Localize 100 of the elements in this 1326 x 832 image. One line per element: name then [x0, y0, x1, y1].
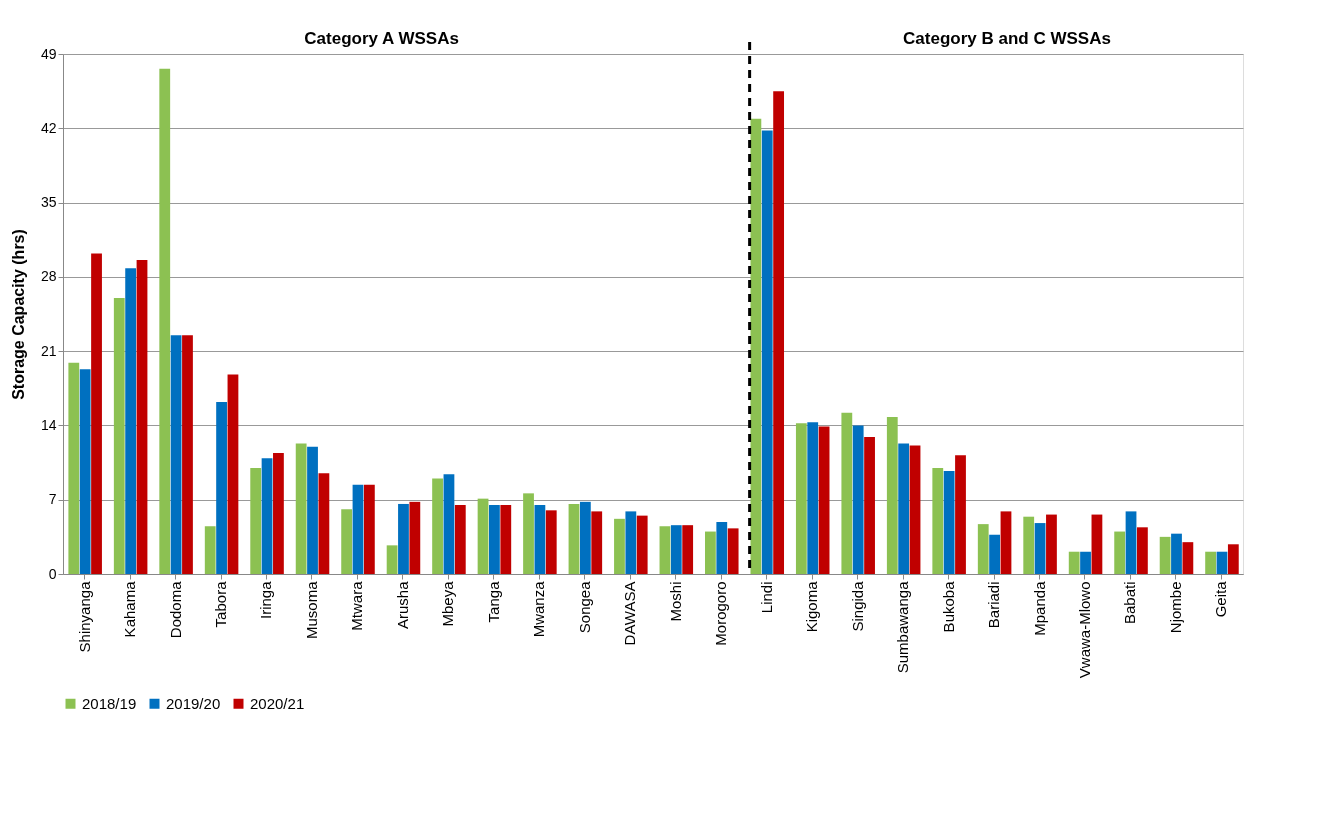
- x-tick-label: Mpanda: [1030, 580, 1048, 636]
- x-tick-label: Bariadi: [985, 581, 1003, 629]
- bar: [727, 528, 739, 574]
- legend-label: 2018/19: [82, 694, 137, 712]
- bar: [750, 118, 762, 574]
- y-tick-label: 35: [40, 194, 57, 211]
- bar: [409, 501, 421, 574]
- bar: [363, 484, 375, 574]
- x-tick-label: Mbeya: [439, 580, 457, 627]
- bar: [864, 437, 875, 574]
- bar: [932, 467, 944, 574]
- bar: [670, 525, 682, 574]
- bar: [1125, 511, 1137, 574]
- bar: [1068, 551, 1080, 574]
- x-tick-label: Vwawa-Mlowo: [1075, 581, 1093, 679]
- bar: [352, 484, 364, 574]
- bar: [659, 526, 671, 574]
- x-tick-label: Iringa: [257, 580, 275, 620]
- bar: [79, 369, 91, 574]
- legend-label: 2019/20: [166, 694, 221, 712]
- bar: [989, 534, 1001, 574]
- bar: [1080, 551, 1091, 574]
- bar: [568, 503, 580, 574]
- bar: [204, 526, 216, 574]
- bar: [636, 515, 648, 574]
- y-tick-label: 49: [40, 45, 57, 62]
- bar: [136, 259, 148, 574]
- x-tick-label: Kahama: [121, 580, 139, 638]
- bar: [1171, 533, 1182, 574]
- bar: [795, 423, 807, 574]
- bar: [534, 505, 546, 574]
- x-tick-label: Tanga: [484, 580, 502, 623]
- bar: [682, 525, 694, 574]
- bar: [591, 511, 603, 574]
- bar: [386, 545, 398, 574]
- bar: [341, 509, 353, 574]
- bar: [398, 503, 409, 574]
- bar: [1091, 514, 1103, 574]
- bar: [545, 510, 557, 574]
- bar: [852, 425, 864, 574]
- y-tick-label: 28: [40, 268, 57, 285]
- bar: [716, 522, 728, 574]
- x-tick-label: Arusha: [393, 580, 411, 630]
- x-tick-label: Kigoma: [803, 580, 821, 633]
- bar: [523, 493, 534, 574]
- x-tick-label: Dodoma: [166, 580, 184, 639]
- bar: [261, 458, 273, 574]
- bar: [113, 298, 125, 574]
- x-tick-label: Njombe: [1166, 581, 1184, 634]
- x-tick-label: Mtwara: [348, 580, 366, 631]
- y-tick-label: 14: [40, 416, 57, 433]
- y-tick-label: 21: [40, 342, 57, 359]
- x-tick-label: DAWASA: [621, 581, 639, 646]
- bar: [579, 501, 591, 574]
- bar: [443, 474, 455, 574]
- bar: [500, 505, 512, 574]
- bar: [1159, 536, 1171, 574]
- bar: [432, 478, 443, 574]
- bar: [841, 412, 853, 574]
- bar: [818, 426, 830, 574]
- y-tick-label: 42: [40, 119, 57, 136]
- x-tick-label: Songea: [575, 580, 593, 634]
- x-tick-label: Lindi: [757, 581, 775, 614]
- text: Category A WSSAs: [304, 29, 459, 48]
- bar: [898, 443, 910, 574]
- y-tick-label: 0: [48, 565, 57, 582]
- bar: [955, 455, 966, 574]
- bar: [1227, 544, 1239, 574]
- bar: [477, 498, 489, 574]
- bar: [625, 511, 637, 574]
- bar: [91, 253, 102, 574]
- bar: [705, 531, 716, 574]
- bar: [773, 91, 785, 574]
- x-tick-label: Shinyanga: [75, 580, 93, 653]
- bar: [761, 130, 773, 574]
- bar: [1136, 527, 1148, 574]
- x-tick-label: Tabora: [212, 580, 230, 628]
- bar: [182, 335, 193, 574]
- x-tick-label: Babati: [1121, 581, 1139, 625]
- bar: [159, 68, 171, 574]
- bar: [1216, 551, 1228, 574]
- bar: [227, 374, 239, 574]
- x-tick-label: Mwanza: [530, 580, 548, 638]
- bar: [1205, 551, 1216, 574]
- bar: [318, 473, 330, 574]
- y-tick-label: 7: [48, 491, 57, 508]
- bar: [307, 446, 318, 574]
- bar: [295, 443, 307, 574]
- bar: [1034, 523, 1046, 574]
- x-tick-label: Moshi: [666, 581, 684, 622]
- bar: [489, 505, 500, 574]
- bar: [273, 453, 284, 574]
- x-tick-label: Morogoro: [712, 581, 730, 646]
- legend-label: 2020/21: [250, 694, 305, 712]
- bar: [807, 422, 819, 574]
- x-tick-label: Singida: [848, 580, 866, 632]
- bar: [1023, 516, 1035, 574]
- bar: [909, 445, 921, 574]
- text: Category B and C WSSAs: [903, 29, 1111, 48]
- bar: [68, 362, 80, 574]
